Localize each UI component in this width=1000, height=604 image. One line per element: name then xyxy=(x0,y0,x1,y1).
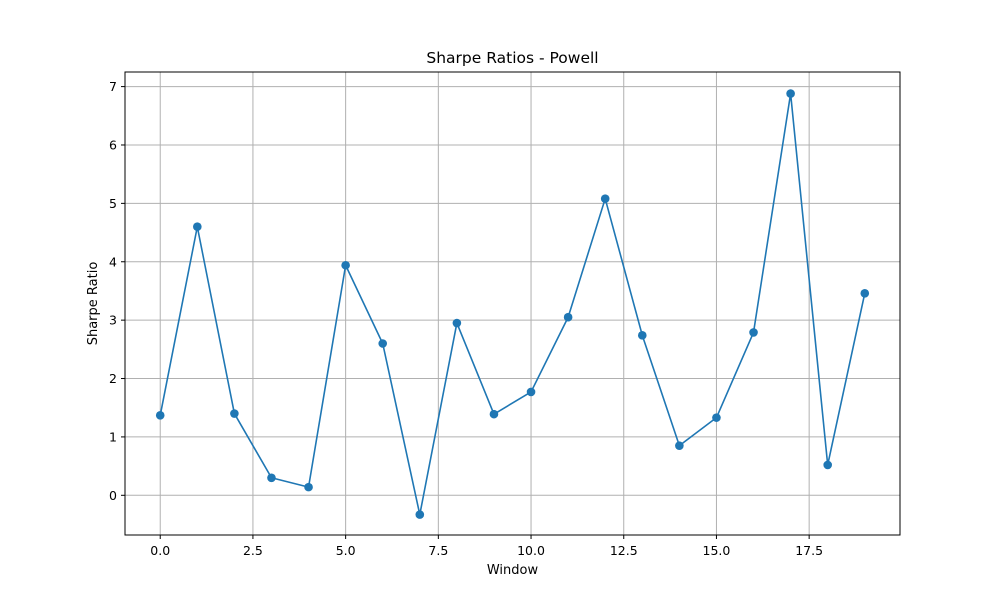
x-tick-label: 10.0 xyxy=(517,543,545,558)
data-point xyxy=(415,510,425,519)
data-point xyxy=(675,441,684,450)
grid-lines xyxy=(125,72,900,535)
y-tick-label: 4 xyxy=(109,254,117,269)
x-tick-label: 0.0 xyxy=(150,543,170,558)
series-layer xyxy=(155,89,870,519)
plot-area-frame xyxy=(124,71,901,536)
chart-title: Sharpe Ratios - Powell xyxy=(426,49,598,67)
data-point xyxy=(823,460,832,470)
data-point xyxy=(452,318,462,328)
y-axis-label: Sharpe Ratio xyxy=(86,262,101,346)
x-tick-label: 7.5 xyxy=(428,543,448,558)
x-tick-label: 2.5 xyxy=(243,543,263,558)
y-tick-label: 5 xyxy=(109,196,117,211)
y-tick-label: 3 xyxy=(109,313,117,328)
data-point xyxy=(749,328,758,337)
data-point xyxy=(230,409,239,418)
x-tick-label: 12.5 xyxy=(610,543,638,558)
data-point xyxy=(563,312,573,322)
data-point xyxy=(786,89,795,98)
data-point xyxy=(712,413,721,422)
y-tick-label: 7 xyxy=(109,79,117,94)
data-point xyxy=(600,194,610,203)
y-tick-label: 6 xyxy=(109,137,117,152)
x-axis-ticks: 0.0 2.5 5.0 7.5 10.0 12.5 15.0 17.5 xyxy=(150,535,823,558)
y-tick-label: 1 xyxy=(109,429,117,444)
data-point xyxy=(637,331,647,340)
x-axis-label: Window xyxy=(487,563,539,578)
x-tick-label: 15.0 xyxy=(703,543,731,558)
data-point xyxy=(526,387,536,397)
y-axis-ticks: 0 1 2 3 4 5 6 7 xyxy=(109,79,125,503)
data-point xyxy=(267,473,276,483)
data-point xyxy=(193,222,202,232)
data-point xyxy=(304,482,313,492)
x-tick-label: 17.5 xyxy=(795,543,823,558)
y-tick-label: 0 xyxy=(109,488,117,503)
series-line xyxy=(159,92,866,516)
data-point xyxy=(860,288,870,298)
x-tick-label: 5.0 xyxy=(336,543,356,558)
data-point xyxy=(378,339,388,348)
y-tick-label: 2 xyxy=(109,371,117,386)
data-point xyxy=(489,409,499,419)
data-point xyxy=(155,411,165,420)
data-point xyxy=(341,260,350,270)
